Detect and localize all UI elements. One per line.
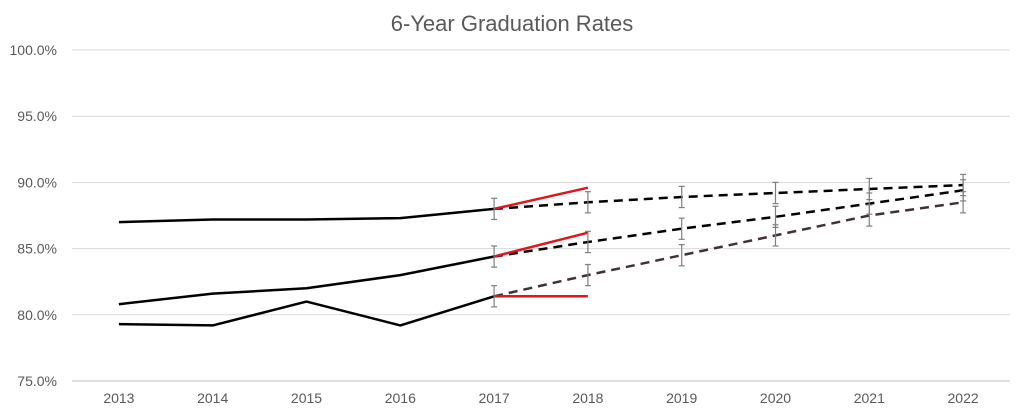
x-tick-label: 2015: [291, 390, 322, 406]
x-tick-label: 2018: [572, 390, 603, 406]
x-tick-label: 2017: [479, 390, 510, 406]
y-axis-ticks: 75.0% 80.0% 85.0% 90.0% 95.0% 100.0%: [10, 42, 57, 389]
series-line-actual-0: [118, 207, 495, 224]
chart-title: 6-Year Graduation Rates: [391, 11, 634, 36]
y-tick-label: 95.0%: [17, 108, 57, 124]
x-tick-label: 2013: [103, 390, 134, 406]
y-tick-label: 85.0%: [17, 241, 57, 257]
series-line-projection_low-5: [493, 201, 964, 298]
y-tick-label: 100.0%: [10, 42, 57, 58]
y-tick-label: 80.0%: [17, 307, 57, 323]
error-bars: [491, 173, 967, 308]
x-tick-label: 2021: [854, 390, 885, 406]
series-line-actual-2: [118, 295, 495, 327]
series-line-stretch-7: [493, 231, 589, 258]
x-axis-ticks: 2013 2014 2015 2016 2017 2018 2019 2020 2021 2022: [103, 390, 979, 406]
x-tick-label: 2019: [666, 390, 697, 406]
y-tick-label: 75.0%: [17, 373, 57, 389]
series-line-actual-1: [118, 255, 495, 306]
y-tick-label: 90.0%: [17, 174, 57, 190]
x-tick-label: 2014: [197, 390, 228, 406]
x-tick-label: 2020: [760, 390, 791, 406]
x-tick-label: 2016: [385, 390, 416, 406]
series-lines: [118, 183, 964, 327]
x-tick-label: 2022: [948, 390, 979, 406]
series-line-stretch-6: [493, 186, 589, 211]
series-line-projection-4: [493, 189, 964, 258]
series-line-projection-3: [494, 183, 964, 211]
